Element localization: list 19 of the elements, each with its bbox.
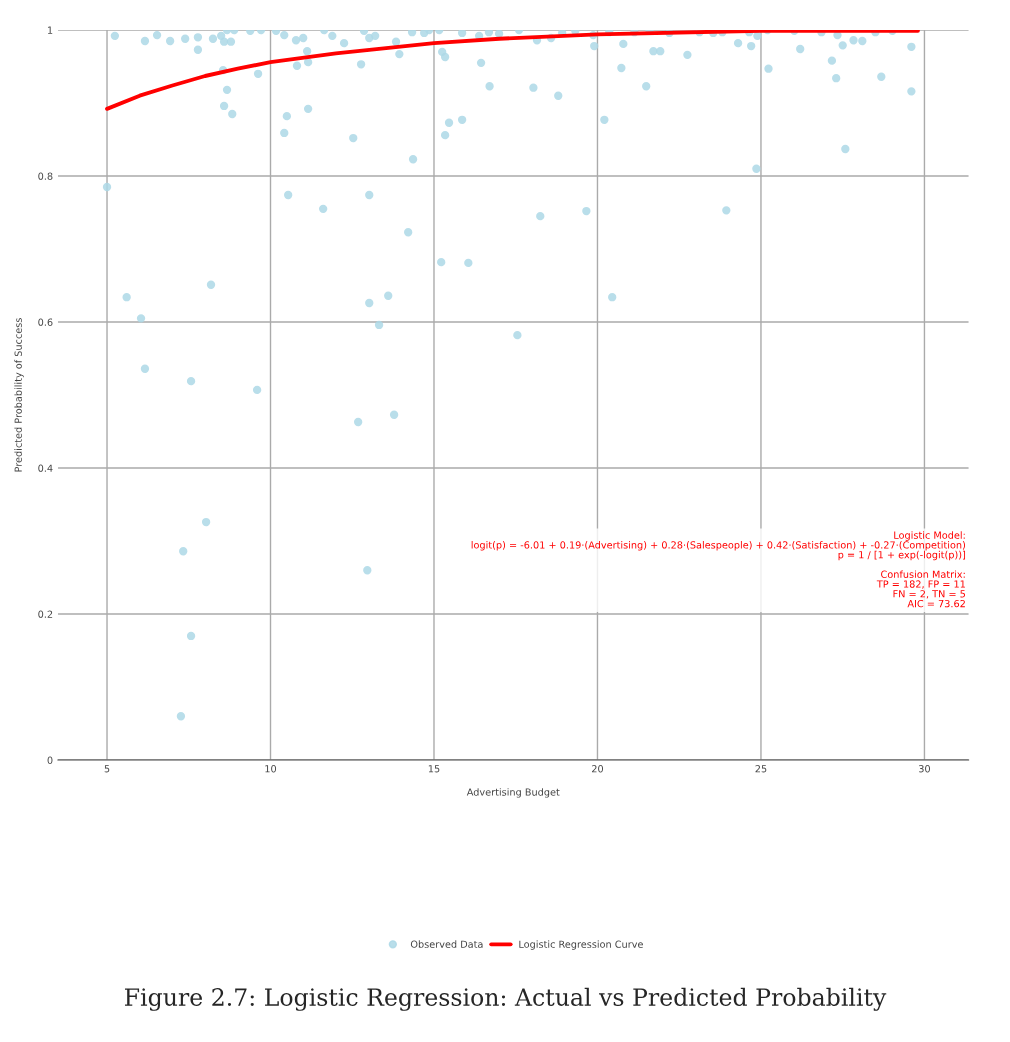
y-tick-label: 0 — [47, 756, 53, 764]
x-tick-label: 25 — [755, 765, 767, 773]
y-tick-label: 0.2 — [38, 610, 53, 618]
line-series — [105, 30, 920, 111]
y-axis-title: Predicted Probability of Success — [14, 318, 24, 472]
y-tick-label: 0.4 — [38, 464, 53, 472]
x-axis-title: Advertising Budget — [466, 788, 560, 798]
legend-label: Observed Data — [410, 940, 483, 948]
x-tick-label: 15 — [428, 765, 440, 773]
legend-label: Logistic Regression Curve — [519, 940, 643, 950]
y-tick-label: 0.8 — [38, 172, 53, 180]
y-tick-label: 1 — [48, 26, 53, 34]
annotation: Logistic Model: logit(p) = -6.01 + 0.19·(Advertising) + 0.28·(Salespeople) + 0.42·(Satisfaction) + -0.27·(Competition) p = 1 / [1 + exp(-logit(p))] Confusion Matrix: TP = 182, FP = 11 FN = 2, TN = 5 AIC = 73.62 — [471, 531, 966, 608]
y-tick-label: 0.6 — [38, 318, 53, 326]
x-tick-label: 10 — [265, 765, 277, 773]
x-tick-label: 30 — [919, 765, 930, 773]
x-tick-label: 20 — [592, 765, 604, 773]
x-tick-label: 5 — [104, 765, 110, 773]
text: Figure 2.7: Logistic Regression: Actual vs Predicted Probability — [124, 987, 887, 1011]
